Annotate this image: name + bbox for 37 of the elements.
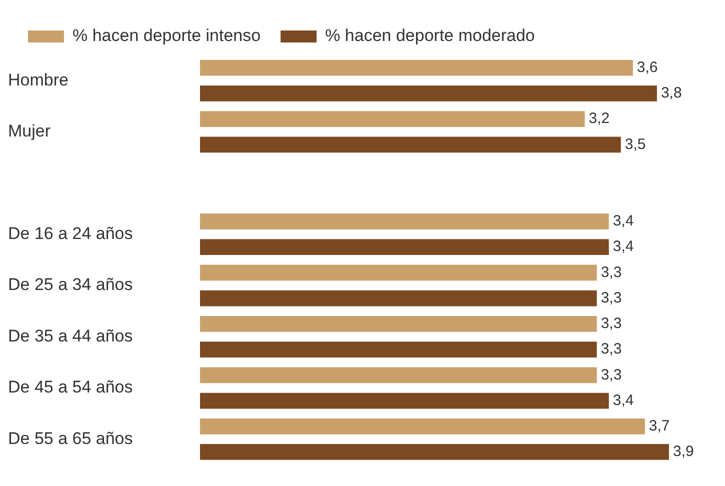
bar bbox=[200, 214, 609, 230]
data-label: 3,8 bbox=[660, 84, 682, 102]
data-label: 3,5 bbox=[624, 136, 646, 153]
bar bbox=[200, 111, 585, 127]
data-label: 3,6 bbox=[636, 58, 658, 76]
bar bbox=[200, 85, 657, 102]
bar bbox=[200, 392, 609, 409]
data-label: 3,4 bbox=[612, 212, 634, 230]
data-label: 3,4 bbox=[612, 238, 634, 256]
y-tick-label: De 55 a 65 años bbox=[8, 428, 133, 448]
bar bbox=[200, 342, 597, 358]
y-tick-label: De 16 a 24 años bbox=[8, 224, 133, 243]
y-tick-label: De 35 a 44 años bbox=[8, 326, 133, 346]
bar bbox=[200, 60, 633, 76]
y-tick-label: Mujer bbox=[8, 122, 51, 141]
bar bbox=[200, 418, 645, 434]
data-label: 3,2 bbox=[588, 110, 610, 128]
y-tick-label: Hombre bbox=[8, 70, 68, 90]
bar bbox=[200, 290, 597, 306]
legend-label: % hacen deporte intenso bbox=[72, 26, 261, 46]
bar bbox=[200, 239, 609, 256]
data-label: 3,3 bbox=[600, 340, 622, 358]
data-label: 3,3 bbox=[600, 366, 622, 384]
bar bbox=[200, 444, 669, 460]
bar bbox=[200, 367, 597, 384]
data-label: 3,3 bbox=[600, 264, 622, 281]
bar bbox=[200, 316, 597, 332]
data-label: 3,3 bbox=[600, 289, 622, 306]
data-label: 3,9 bbox=[672, 443, 694, 460]
y-tick-label: De 25 a 34 años bbox=[8, 275, 133, 294]
legend-label: % hacen deporte moderado bbox=[325, 26, 535, 46]
bar bbox=[200, 264, 597, 281]
data-label: 3,4 bbox=[612, 392, 634, 409]
bar bbox=[200, 136, 621, 153]
data-label: 3,3 bbox=[600, 315, 622, 332]
data-label: 3,7 bbox=[648, 418, 670, 435]
y-tick-label: De 45 a 54 años bbox=[8, 378, 133, 397]
